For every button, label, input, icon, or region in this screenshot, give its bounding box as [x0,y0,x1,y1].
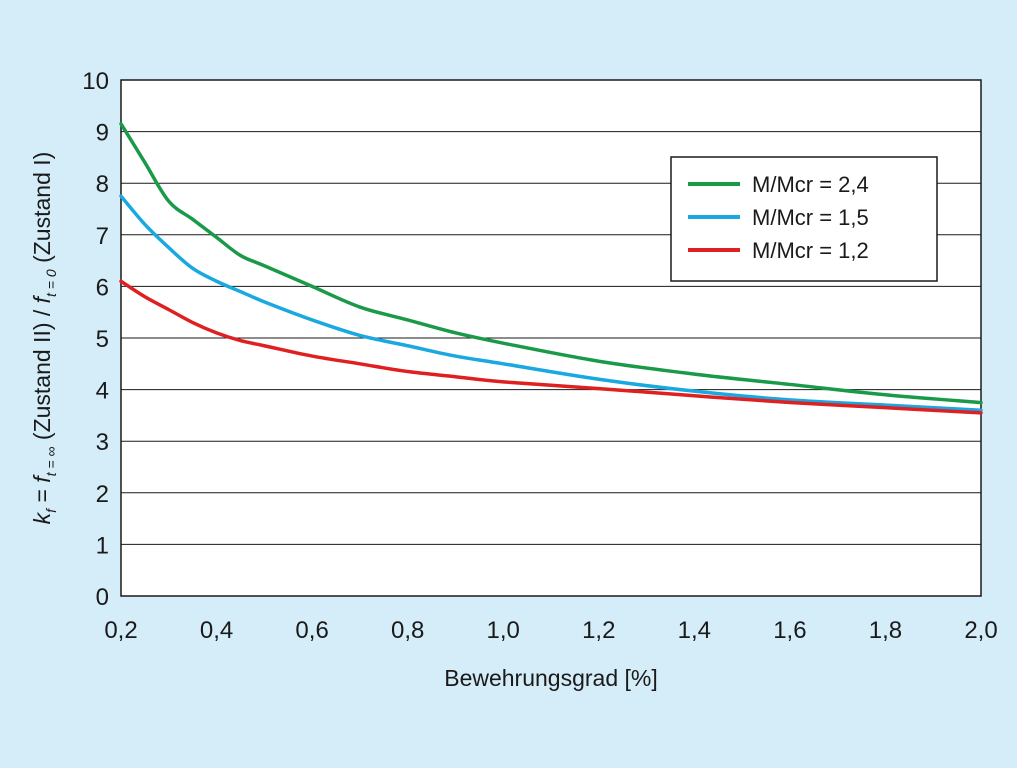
x-tick-label: 1,4 [678,617,711,644]
legend-label: M/Mcr = 2,4 [752,172,869,197]
y-tick-label: 5 [96,326,109,353]
y-tick-label: 0 [96,584,109,611]
legend: M/Mcr = 2,4 M/Mcr = 1,5 M/Mcr = 1,2 [670,156,938,282]
x-axis-label: Bewehrungsgrad [%] [444,665,658,691]
y-tick-label: 9 [96,120,109,147]
legend-label: M/Mcr = 1,2 [752,238,869,263]
plot-frame [120,79,982,597]
x-tick-label: 2,0 [964,617,997,644]
y-tick-label: 10 [82,68,109,95]
y-tick-label: 8 [96,171,109,198]
y-tick-label: 3 [96,429,109,456]
x-tick-label: 1,2 [582,617,615,644]
x-tick-label: 0,8 [391,617,424,644]
legend-label: M/Mcr = 1,5 [752,205,869,230]
x-tick-label: 1,8 [869,617,902,644]
y-tick-label: 6 [96,274,109,301]
x-tick-labels: 0,2 0,4 0,6 0,8 1,0 1,2 1,4 1,6 1,8 2,0 [104,617,997,644]
x-tick-label: 1,0 [487,617,520,644]
x-tick-label: 0,2 [104,617,137,644]
series-group [119,122,983,415]
series-line-2 [119,194,983,412]
y-tick-label: 2 [96,481,109,508]
series-line-3 [119,279,983,415]
y-tick-label: 4 [96,378,109,405]
y-tick-label: 1 [96,532,109,559]
y-axis-label: kf = ft = ∞ (Zustand II) / ft = 0 (Zusta… [29,152,59,525]
y-tick-labels: 0 1 2 3 4 5 6 7 8 9 10 [82,68,109,611]
series-line-1 [119,122,983,405]
y-tick-label: 7 [96,223,109,250]
x-tick-label: 1,6 [773,617,806,644]
x-tick-label: 0,6 [295,617,328,644]
x-tick-label: 0,4 [200,617,233,644]
